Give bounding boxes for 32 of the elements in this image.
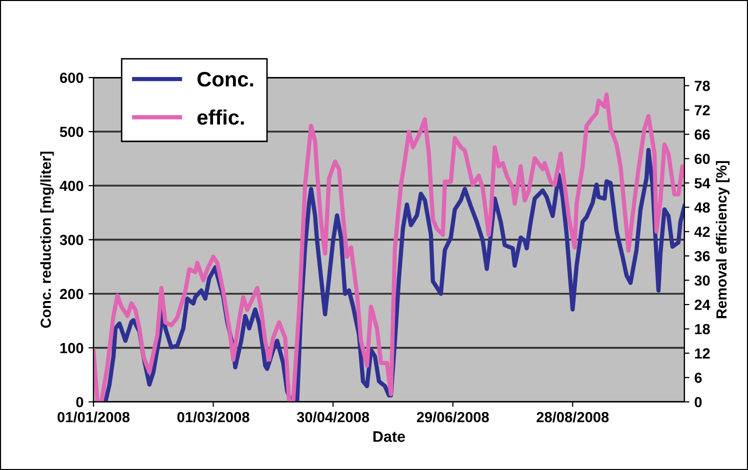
y2-tick-label: 72 [694,105,710,116]
y2-tick-label: 48 [694,202,710,213]
y-tick-label: 100 [60,342,84,354]
x-tick-label: 30/04/2008 [296,412,370,422]
y2-tick-label: 18 [695,324,710,334]
line-series [103,148,684,402]
y-tick-label: 0 [76,396,84,408]
y-tick-label: 500 [60,126,84,138]
y2-tick-label: 36 [694,251,710,262]
y2-tick-label: 60 [694,154,710,164]
y2-tick-label: 6 [694,372,702,383]
y-tick-label: 300 [60,234,84,246]
x-axis-title: Date [373,431,405,442]
y2-tick-label: 78 [694,80,710,92]
x-tick-label: 28/08/2008 [536,412,609,422]
legend-label: Conc. [198,72,254,87]
y2-tick-label: 42 [694,226,710,237]
y-tick-label: 600 [60,72,84,83]
legend-label: effic. [197,109,244,125]
y2-axis-title: Removal efficiency [%] [716,161,730,318]
y2-tick-label: 54 [694,178,710,188]
y2-tick-label: 24 [694,300,710,310]
y2-tick-label: 30 [694,275,710,286]
y2-tick-label: 12 [695,348,710,358]
y2-tick-label: 66 [694,129,710,140]
y2-tick-label: 0 [694,396,702,408]
x-tick-label: 01/03/2008 [177,412,250,422]
y-axis-title: Conc. reduction [mg/liter] [40,152,54,328]
x-tick-label: 29/06/2008 [416,412,489,422]
x-tick-label: 01/01/2008 [58,412,130,422]
y-tick-label: 400 [60,180,84,192]
y-tick-label: 200 [60,288,84,300]
